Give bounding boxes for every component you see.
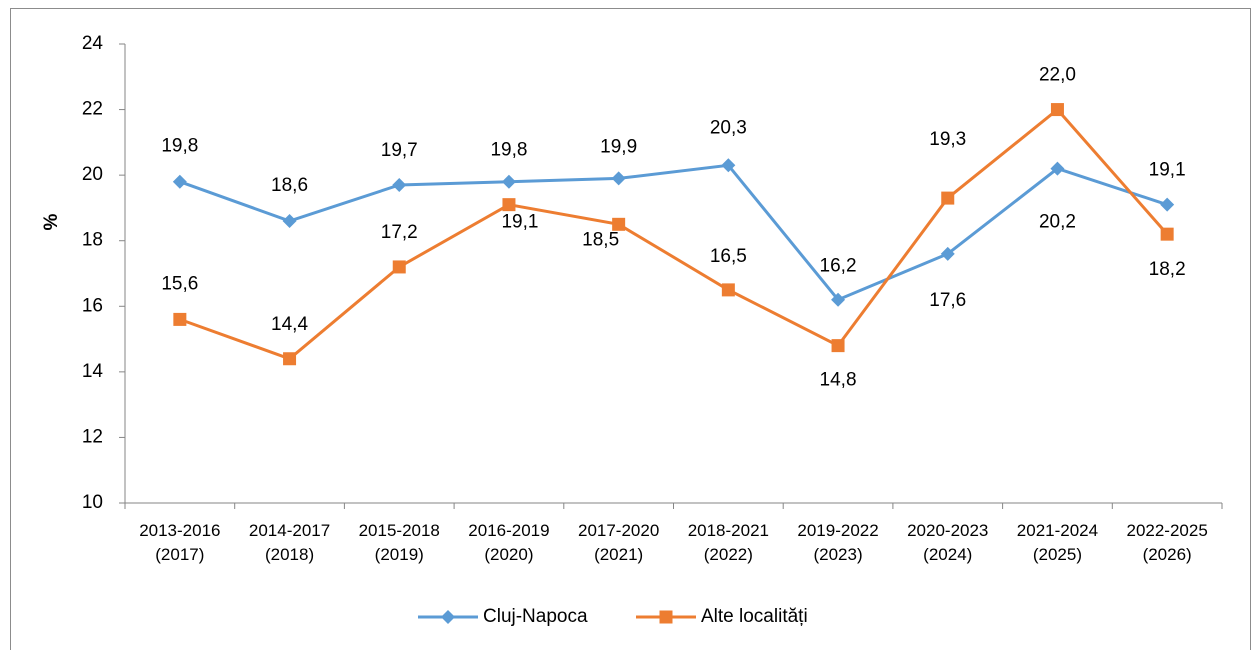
x-tick-label: 2015-2018 (2019)	[358, 521, 440, 564]
data-label: 17,2	[381, 222, 418, 243]
y-tick-label: 14	[82, 361, 104, 382]
data-label: 16,2	[820, 256, 857, 277]
marker	[172, 174, 187, 189]
y-tick-label: 22	[82, 99, 103, 120]
y-tick-label: 18	[82, 230, 103, 251]
marker	[1160, 227, 1174, 241]
marker	[940, 246, 955, 261]
data-label: 17,6	[929, 290, 966, 311]
marker	[283, 352, 297, 366]
marker	[441, 610, 455, 624]
x-tick-label: 2021-2024 (2025)	[1016, 521, 1099, 564]
marker	[392, 260, 406, 274]
chart-border	[10, 8, 1251, 650]
marker	[282, 214, 297, 229]
marker	[831, 339, 845, 353]
x-tick-label: 2019-2022 (2023)	[797, 521, 879, 564]
x-tick-label: 2013-2016 (2017)	[139, 521, 221, 564]
marker	[173, 312, 187, 326]
data-label: 18,6	[271, 175, 308, 196]
x-tick-label: 2014-2017 (2018)	[248, 521, 331, 564]
y-axis-label: %	[41, 213, 62, 230]
legend-label: Cluj-Napoca	[483, 606, 588, 627]
data-label: 19,7	[381, 140, 418, 161]
data-label: 16,5	[710, 246, 747, 267]
data-label: 18,5	[582, 229, 619, 250]
marker	[1050, 103, 1064, 117]
marker	[831, 292, 846, 307]
y-tick-label: 10	[82, 492, 103, 513]
marker	[721, 158, 736, 173]
marker	[1050, 161, 1065, 176]
x-tick-label: 2020-2023 (2024)	[907, 521, 989, 564]
legend-label: Alte localități	[701, 606, 808, 627]
marker	[612, 217, 626, 231]
data-label: 18,2	[1149, 259, 1186, 280]
series-line	[179, 107, 1169, 361]
marker	[1160, 197, 1175, 212]
data-label: 15,6	[161, 273, 198, 294]
y-tick-label: 12	[82, 426, 103, 447]
data-label: 19,8	[490, 140, 527, 161]
data-label: 22,0	[1039, 65, 1076, 86]
x-tick-label: 2022-2025 (2026)	[1126, 521, 1208, 564]
data-label: 20,3	[710, 117, 747, 138]
data-label: 19,3	[929, 129, 966, 150]
x-tick-label: 2016-2019 (2020)	[468, 521, 550, 564]
x-tick-label: 2017-2020 (2021)	[577, 521, 660, 564]
data-label: 14,4	[271, 314, 308, 335]
x-tick-label: 2018-2021 (2022)	[687, 521, 769, 564]
data-label: 19,1	[501, 212, 538, 233]
data-label: 20,2	[1039, 212, 1076, 233]
marker	[502, 198, 516, 212]
marker	[659, 610, 673, 624]
marker	[392, 177, 407, 192]
y-tick-label: 24	[82, 33, 104, 54]
marker	[721, 283, 735, 297]
marker	[611, 171, 626, 186]
y-tick-label: 20	[82, 164, 103, 185]
data-label: 14,8	[820, 370, 857, 391]
marker	[941, 191, 955, 205]
series-line	[179, 163, 1168, 302]
data-label: 19,8	[161, 136, 198, 157]
marker	[501, 174, 516, 189]
y-tick-label: 16	[82, 295, 103, 316]
data-label: 19,9	[600, 136, 637, 157]
data-label: 19,1	[1149, 160, 1186, 181]
